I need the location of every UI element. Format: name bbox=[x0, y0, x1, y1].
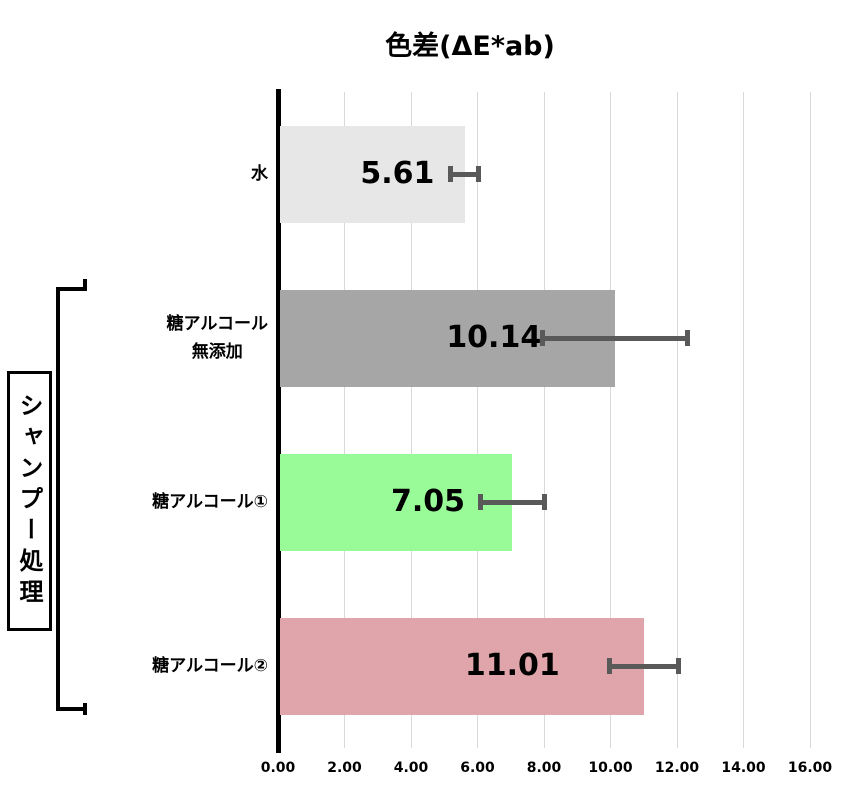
x-tick-label: 14.00 bbox=[721, 760, 766, 776]
error-bar-line bbox=[480, 499, 545, 505]
group-bracket-top-serif bbox=[83, 279, 87, 291]
error-bar-cap bbox=[540, 330, 545, 346]
error-bar-cap bbox=[478, 494, 484, 510]
x-tick-label: 6.00 bbox=[460, 760, 495, 776]
x-tick-label: 2.00 bbox=[327, 760, 362, 776]
bar-value-label: 10.14 bbox=[446, 320, 542, 355]
error-bar-line bbox=[542, 335, 689, 341]
bar bbox=[280, 617, 645, 715]
group-label-box: シャンプー処理 bbox=[7, 371, 52, 631]
chart-title: 色差(ΔE*ab) bbox=[385, 31, 555, 62]
error-bar-line bbox=[449, 171, 480, 177]
x-tick-label: 8.00 bbox=[526, 760, 562, 776]
error-bar-cap bbox=[607, 658, 613, 674]
group-bracket-bottom-serif bbox=[83, 703, 87, 715]
x-tick-label: 16.00 bbox=[787, 760, 833, 776]
bar bbox=[280, 125, 465, 223]
group-bracket-line bbox=[56, 287, 60, 711]
bar-value-label: 7.05 bbox=[391, 484, 466, 519]
gridline bbox=[477, 92, 478, 748]
gridline bbox=[410, 92, 412, 748]
bar-value-label: 5.61 bbox=[360, 156, 435, 191]
x-tick-label: 0.00 bbox=[260, 760, 296, 776]
gridline bbox=[344, 92, 345, 748]
x-tick-label: 10.00 bbox=[588, 760, 633, 776]
gridline bbox=[610, 92, 611, 748]
category-label: 糖アルコール① bbox=[152, 491, 268, 512]
gridline bbox=[743, 92, 744, 748]
group-bracket-top-arm bbox=[56, 287, 87, 291]
category-label: 水 bbox=[251, 163, 268, 184]
error-bar-cap bbox=[476, 166, 482, 182]
group-label: シャンプー処理 bbox=[15, 392, 43, 610]
category-label: 糖アルコール② bbox=[152, 655, 268, 676]
x-tick-label: 12.00 bbox=[654, 760, 700, 776]
group-bracket-bottom-arm bbox=[56, 707, 87, 711]
bar bbox=[280, 453, 513, 551]
error-bar-cap bbox=[675, 658, 681, 674]
gridline bbox=[676, 92, 678, 748]
error-bar-cap bbox=[685, 330, 691, 346]
error-bar-line bbox=[609, 663, 679, 669]
error-bar-cap bbox=[541, 494, 547, 510]
x-tick-label: 4.00 bbox=[393, 760, 429, 776]
gridline bbox=[809, 92, 811, 748]
gridline bbox=[543, 92, 545, 748]
bar-value-label: 11.01 bbox=[464, 648, 560, 683]
error-bar-cap bbox=[447, 166, 453, 182]
y-axis-line bbox=[275, 89, 281, 753]
category-label: 糖アルコール 無添加 bbox=[166, 313, 269, 362]
